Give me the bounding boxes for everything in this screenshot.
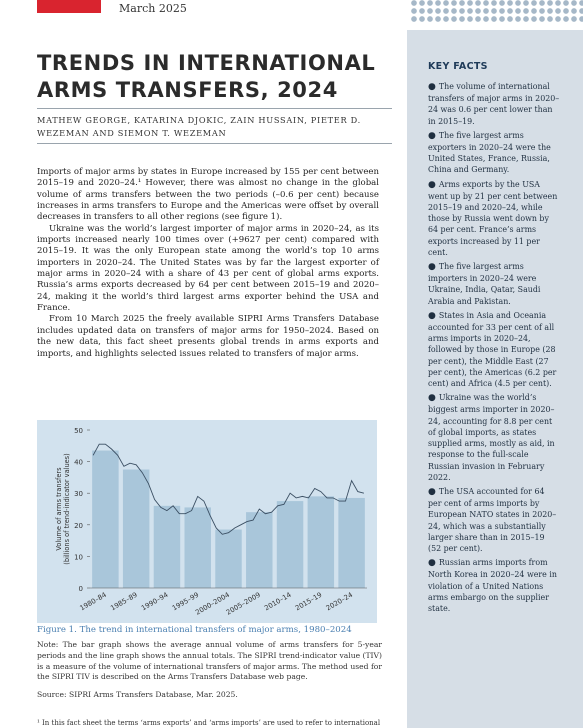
bar bbox=[153, 505, 181, 588]
figure-1-chart: 0 10 20 30 40 50 Volume of arms transfers(bill… bbox=[37, 420, 377, 623]
chart-svg: 0 10 20 30 40 50 Volume of arms transfers(bill… bbox=[55, 427, 367, 617]
bar bbox=[276, 501, 304, 588]
bar bbox=[338, 497, 365, 588]
key-fact-item: ● Ukraine was the world’s biggest arms im… bbox=[428, 392, 560, 483]
key-fact-text: The volume of international transfers of… bbox=[428, 82, 560, 126]
bullet-icon: ● bbox=[428, 179, 436, 190]
bullet-icon: ● bbox=[428, 558, 436, 569]
key-fact-item: ● Arms exports by the USA went up by 21 p… bbox=[428, 179, 560, 258]
bullet-icon: ● bbox=[428, 486, 436, 497]
annual-total-line bbox=[92, 443, 365, 535]
y-tick-label: 20 bbox=[74, 522, 83, 530]
key-fact-text: The five largest arms exporters in 2020–… bbox=[428, 130, 551, 175]
body-paragraph: Imports of major arms by states in Europ… bbox=[37, 167, 379, 223]
bar bbox=[307, 496, 335, 588]
brand-color-tab bbox=[37, 0, 101, 13]
figure-source: Source: SIPRI Arms Transfers Database, M… bbox=[37, 690, 238, 699]
x-tick-label: 1990–94 bbox=[140, 591, 169, 613]
bar bbox=[215, 529, 242, 588]
key-fact-text: The USA accounted for 64 per cent of arm… bbox=[428, 486, 557, 553]
key-fact-text: Ukraine was the world’s biggest arms imp… bbox=[428, 393, 555, 482]
y-tick-label: 0 bbox=[79, 585, 83, 593]
authors-line: MATHEW GEORGE, KATARINA DJOKIC, ZAIN HUS… bbox=[37, 115, 361, 138]
key-fact-text: States in Asia and Oceania accounted for… bbox=[428, 310, 557, 389]
key-fact-item: ● States in Asia and Oceania accounted fo… bbox=[428, 310, 560, 389]
authors-divider bbox=[37, 143, 392, 144]
y-tick-label: 50 bbox=[74, 427, 83, 435]
dot-pattern-decoration bbox=[410, 0, 583, 24]
y-axis-label: Volume of arms transfers(billions of tre… bbox=[55, 453, 71, 564]
key-fact-text: Arms exports by the USA went up by 21 pe… bbox=[428, 179, 558, 257]
bullet-icon: ● bbox=[428, 262, 436, 273]
bar bbox=[184, 507, 211, 588]
key-fact-item: ● Russian arms imports from North Korea i… bbox=[428, 557, 560, 614]
bullet-icon: ● bbox=[428, 130, 436, 141]
body-text: Imports of major arms by states in Europ… bbox=[37, 167, 379, 360]
x-tick-label: 2015–19 bbox=[294, 591, 323, 613]
bullet-icon: ● bbox=[428, 82, 436, 92]
bullet-icon: ● bbox=[428, 393, 436, 404]
bullet-icon: ● bbox=[428, 310, 436, 321]
title-divider bbox=[37, 108, 392, 109]
x-tick-label: 1985–89 bbox=[109, 591, 138, 613]
x-tick-label: 2005–2009 bbox=[225, 591, 262, 617]
x-tick-label: 2020–24 bbox=[325, 591, 354, 613]
body-paragraph: Ukraine was the world’s largest importer… bbox=[37, 223, 379, 314]
key-fact-text: The five largest arms importers in 2020–… bbox=[428, 262, 541, 306]
bar bbox=[122, 469, 150, 588]
y-tick-label: 30 bbox=[74, 490, 83, 498]
x-tick-label: 1980–84 bbox=[79, 591, 108, 613]
key-facts-sidebar bbox=[407, 30, 583, 728]
footnote: ¹ In this fact sheet the terms ‘arms exp… bbox=[37, 719, 381, 727]
key-fact-item: ● The volume of international transfers o… bbox=[428, 81, 560, 127]
key-fact-item: ● The five largest arms exporters in 2020… bbox=[428, 130, 560, 176]
body-paragraph: From 10 March 2025 the freely available … bbox=[37, 314, 379, 359]
bar bbox=[92, 450, 119, 588]
x-tick-label: 2010–14 bbox=[263, 591, 292, 613]
bar bbox=[246, 512, 273, 588]
key-facts-list: ● The volume of international transfers o… bbox=[428, 81, 560, 617]
issue-date: March 2025 bbox=[119, 2, 187, 15]
key-facts-title: KEY FACTS bbox=[428, 61, 488, 72]
x-tick-label: 2000–2004 bbox=[194, 591, 231, 617]
key-fact-text: Russian arms imports from North Korea in… bbox=[428, 558, 557, 613]
key-fact-item: ● The five largest arms importers in 2020… bbox=[428, 261, 560, 307]
page-title: TRENDS IN INTERNATIONAL ARMS TRANSFERS, … bbox=[37, 51, 376, 102]
y-tick-label: 40 bbox=[74, 459, 83, 467]
figure-caption: Figure 1. The trend in international tra… bbox=[37, 625, 352, 635]
y-tick-label: 10 bbox=[74, 553, 83, 561]
key-fact-item: ● The USA accounted for 64 per cent of ar… bbox=[428, 486, 560, 554]
figure-note: Note: The bar graph shows the average an… bbox=[37, 640, 382, 682]
